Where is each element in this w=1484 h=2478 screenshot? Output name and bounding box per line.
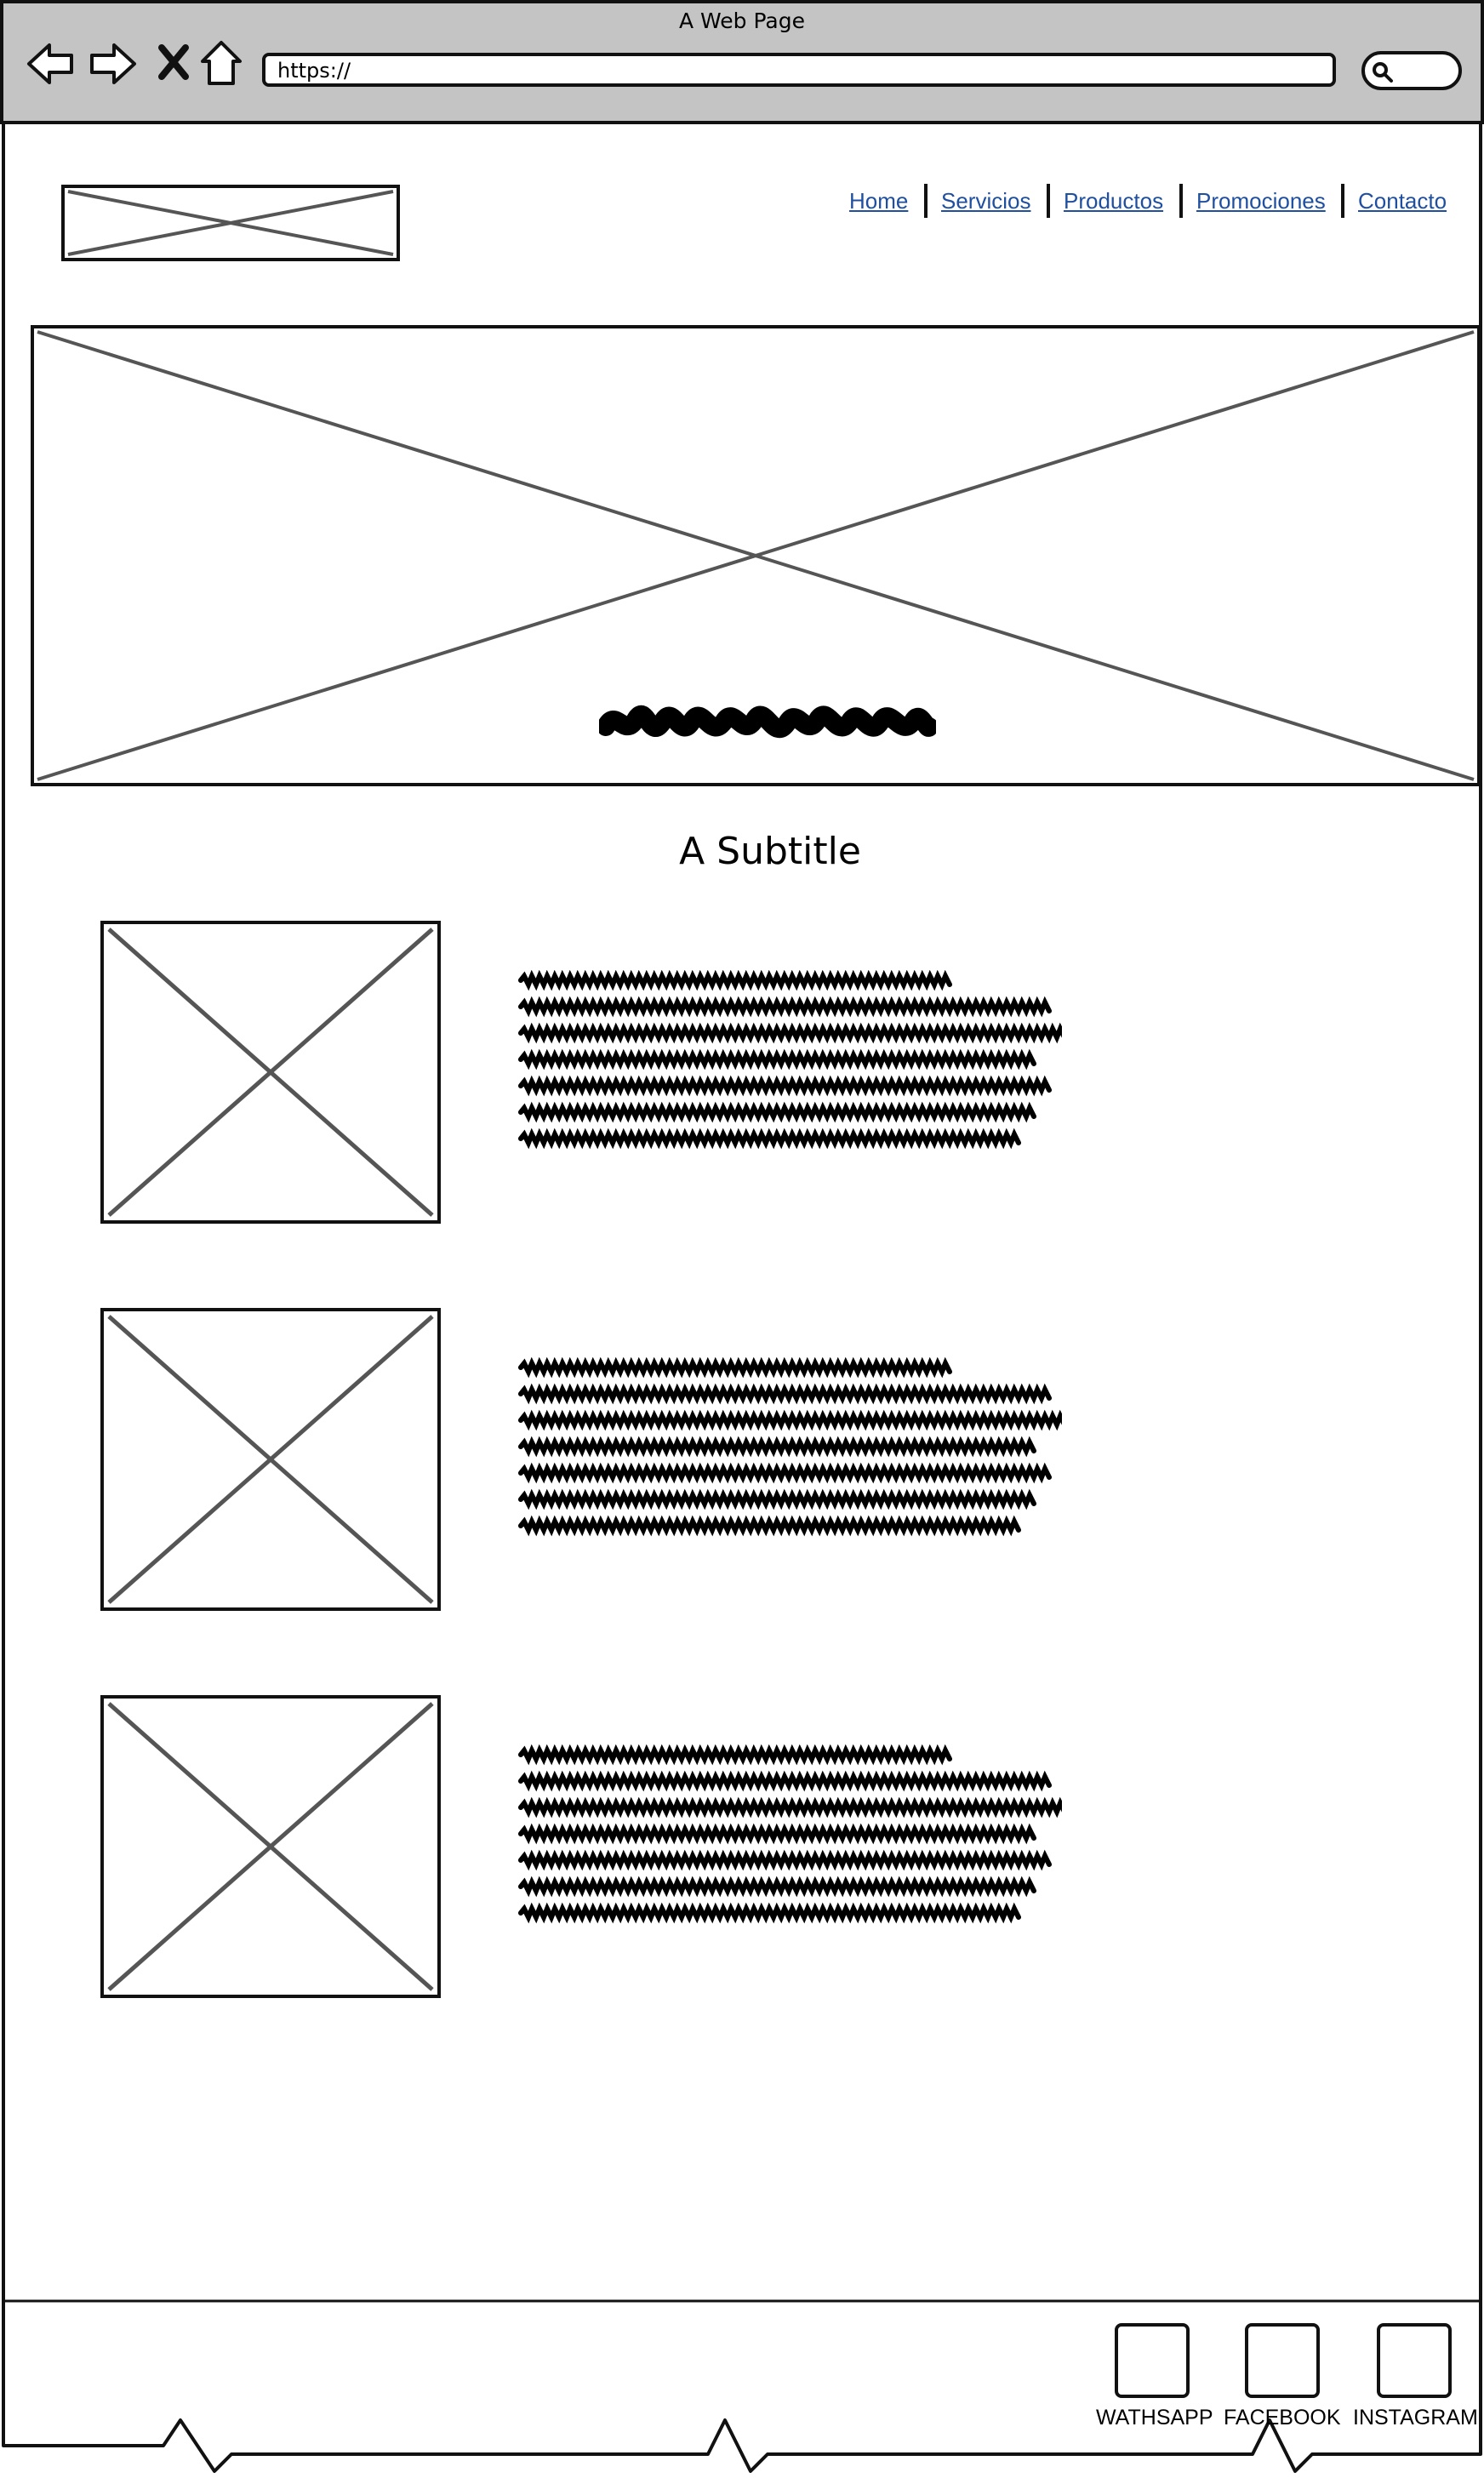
item-scribble-text (518, 1357, 1062, 1537)
instagram-button[interactable] (1377, 2323, 1452, 2398)
nav-contacto-link[interactable]: Contacto (1358, 188, 1447, 214)
nav-separator (1047, 184, 1050, 218)
forward-arrow-icon (90, 43, 136, 84)
scribble-line (518, 1383, 1052, 1405)
nav-productos-link[interactable]: Productos (1064, 188, 1164, 214)
stop-button[interactable] (157, 43, 191, 82)
content-item-2-image (100, 1308, 441, 1611)
instagram-label: INSTAGRAM (1353, 2406, 1478, 2429)
nav-home-link[interactable]: Home (849, 188, 909, 214)
nav-separator (1179, 184, 1183, 218)
scribble-line (518, 1075, 1052, 1097)
scribble-line (518, 1022, 1062, 1044)
content-item-1-image (100, 921, 441, 1224)
content-item-3-image (100, 1695, 441, 1998)
item-scribble-text (518, 1744, 1062, 1924)
scribble-line (518, 1876, 1036, 1898)
url-text: https:// (277, 59, 351, 83)
content-item-2-text (517, 1357, 1062, 1544)
scribble-line (518, 1744, 952, 1766)
item-placeholder-image (100, 1308, 441, 1611)
browser-search-field[interactable] (1361, 51, 1462, 90)
facebook-button[interactable] (1245, 2323, 1320, 2398)
scribble-line (518, 1515, 1021, 1537)
scribble-line (518, 1849, 1052, 1871)
hero-caption (599, 698, 936, 751)
hero-scribble-text (599, 705, 936, 738)
scribble-line (518, 1357, 952, 1379)
item-placeholder-image (100, 921, 441, 1224)
window-title: A Web Page (678, 9, 806, 33)
content-item-1-text (517, 970, 1062, 1157)
back-arrow-icon (27, 43, 73, 84)
logo-placeholder-image (61, 185, 400, 261)
facebook-label: FACEBOOK (1224, 2406, 1341, 2429)
scribble-line (518, 1823, 1036, 1845)
nav-separator (1341, 184, 1344, 218)
item-placeholder-image (100, 1695, 441, 1998)
close-icon (158, 44, 189, 80)
section-subtitle: A Subtitle (679, 830, 861, 873)
scribble-line (518, 1436, 1036, 1458)
scribble-line (518, 1488, 1036, 1510)
logo[interactable] (61, 185, 400, 261)
whatsapp-label: WATHSAPP (1096, 2406, 1213, 2429)
item-scribble-text (518, 970, 1062, 1150)
scribble-line (518, 1770, 1052, 1792)
home-icon (201, 41, 242, 85)
back-button[interactable] (26, 41, 75, 87)
forward-button[interactable] (88, 41, 138, 87)
nav-servicios-link[interactable]: Servicios (941, 188, 1031, 214)
scribble-line (518, 996, 1052, 1018)
scribble-line (518, 1409, 1062, 1431)
scribble-line (518, 1101, 1036, 1123)
scribble-line (518, 1462, 1052, 1484)
home-button[interactable] (199, 39, 243, 87)
whatsapp-button[interactable] (1115, 2323, 1190, 2398)
content-item-3-text (517, 1744, 1062, 1932)
nav-separator (924, 184, 928, 218)
page-frame (2, 123, 1482, 2473)
search-icon (1373, 62, 1393, 83)
scribble-line (518, 1128, 1021, 1150)
scribble-line (518, 1048, 1036, 1071)
scribble-line (518, 1796, 1062, 1819)
scribble-line (518, 970, 952, 991)
url-input[interactable]: https:// (262, 53, 1336, 87)
nav-promociones-link[interactable]: Promociones (1196, 188, 1326, 214)
scribble-line (518, 1902, 1021, 1924)
